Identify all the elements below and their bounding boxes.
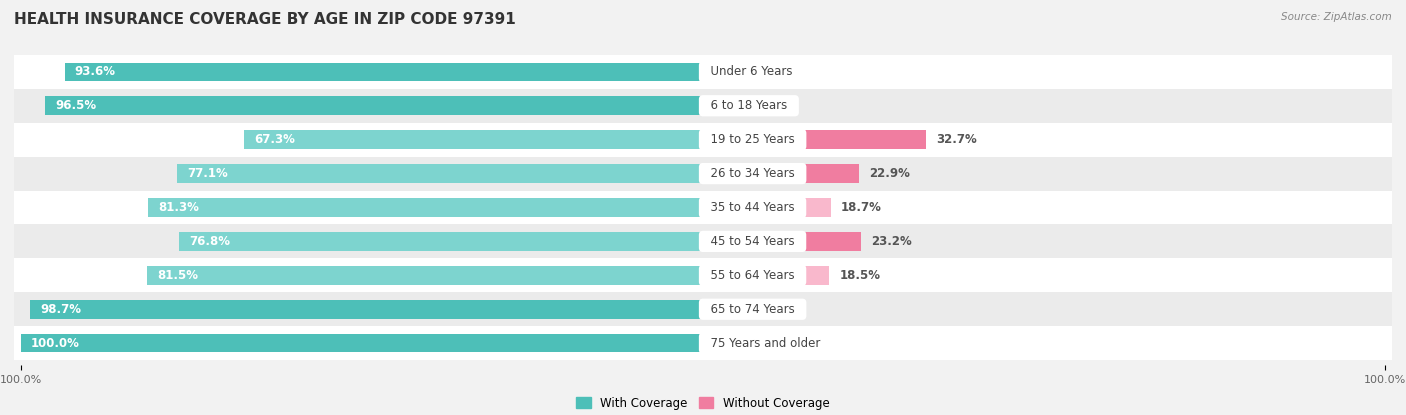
Bar (14, 156, 1392, 190)
Bar (703, 96, 727, 115)
Text: 81.3%: 81.3% (159, 201, 200, 214)
Text: 100.0%: 100.0% (31, 337, 80, 350)
Text: Under 6 Years: Under 6 Years (703, 65, 800, 78)
Text: 1.3%: 1.3% (723, 303, 755, 316)
Bar (149, 198, 703, 217)
Text: 6.4%: 6.4% (756, 65, 790, 78)
Bar (243, 130, 703, 149)
Text: 75 Years and older: 75 Years and older (703, 337, 828, 350)
Text: 77.1%: 77.1% (187, 167, 228, 180)
Bar (14, 123, 1392, 156)
Text: 18.7%: 18.7% (841, 201, 882, 214)
Bar (703, 198, 831, 217)
Text: 32.7%: 32.7% (936, 133, 977, 146)
Bar (703, 266, 830, 285)
Text: 67.3%: 67.3% (254, 133, 295, 146)
Text: 93.6%: 93.6% (75, 65, 115, 78)
Text: 65 to 74 Years: 65 to 74 Years (703, 303, 803, 316)
Text: 98.7%: 98.7% (39, 303, 82, 316)
Bar (177, 164, 703, 183)
Bar (14, 190, 1392, 225)
Bar (14, 326, 1392, 360)
Text: 22.9%: 22.9% (869, 167, 910, 180)
Bar (703, 63, 747, 81)
Text: HEALTH INSURANCE COVERAGE BY AGE IN ZIP CODE 97391: HEALTH INSURANCE COVERAGE BY AGE IN ZIP … (14, 12, 516, 27)
Text: 35 to 44 Years: 35 to 44 Years (703, 201, 803, 214)
Bar (14, 55, 1392, 89)
Text: 0.0%: 0.0% (713, 337, 745, 350)
Text: 45 to 54 Years: 45 to 54 Years (703, 235, 803, 248)
Bar (148, 266, 703, 285)
Text: 3.5%: 3.5% (737, 99, 770, 112)
Text: 96.5%: 96.5% (55, 99, 96, 112)
Text: 26 to 34 Years: 26 to 34 Years (703, 167, 803, 180)
Bar (703, 130, 927, 149)
Bar (179, 232, 703, 251)
Text: 23.2%: 23.2% (872, 235, 912, 248)
Text: 76.8%: 76.8% (190, 235, 231, 248)
Bar (703, 232, 862, 251)
Bar (703, 300, 711, 319)
Text: Source: ZipAtlas.com: Source: ZipAtlas.com (1281, 12, 1392, 22)
Text: 19 to 25 Years: 19 to 25 Years (703, 133, 803, 146)
Bar (30, 300, 703, 319)
Bar (65, 63, 703, 81)
Bar (14, 225, 1392, 259)
Bar (21, 334, 703, 352)
Bar (45, 96, 703, 115)
Text: 81.5%: 81.5% (157, 269, 198, 282)
Text: 18.5%: 18.5% (839, 269, 880, 282)
Legend: With Coverage, Without Coverage: With Coverage, Without Coverage (576, 397, 830, 410)
Bar (703, 164, 859, 183)
Bar (14, 292, 1392, 326)
Bar (14, 89, 1392, 123)
Bar (14, 259, 1392, 292)
Text: 6 to 18 Years: 6 to 18 Years (703, 99, 794, 112)
Text: 55 to 64 Years: 55 to 64 Years (703, 269, 803, 282)
